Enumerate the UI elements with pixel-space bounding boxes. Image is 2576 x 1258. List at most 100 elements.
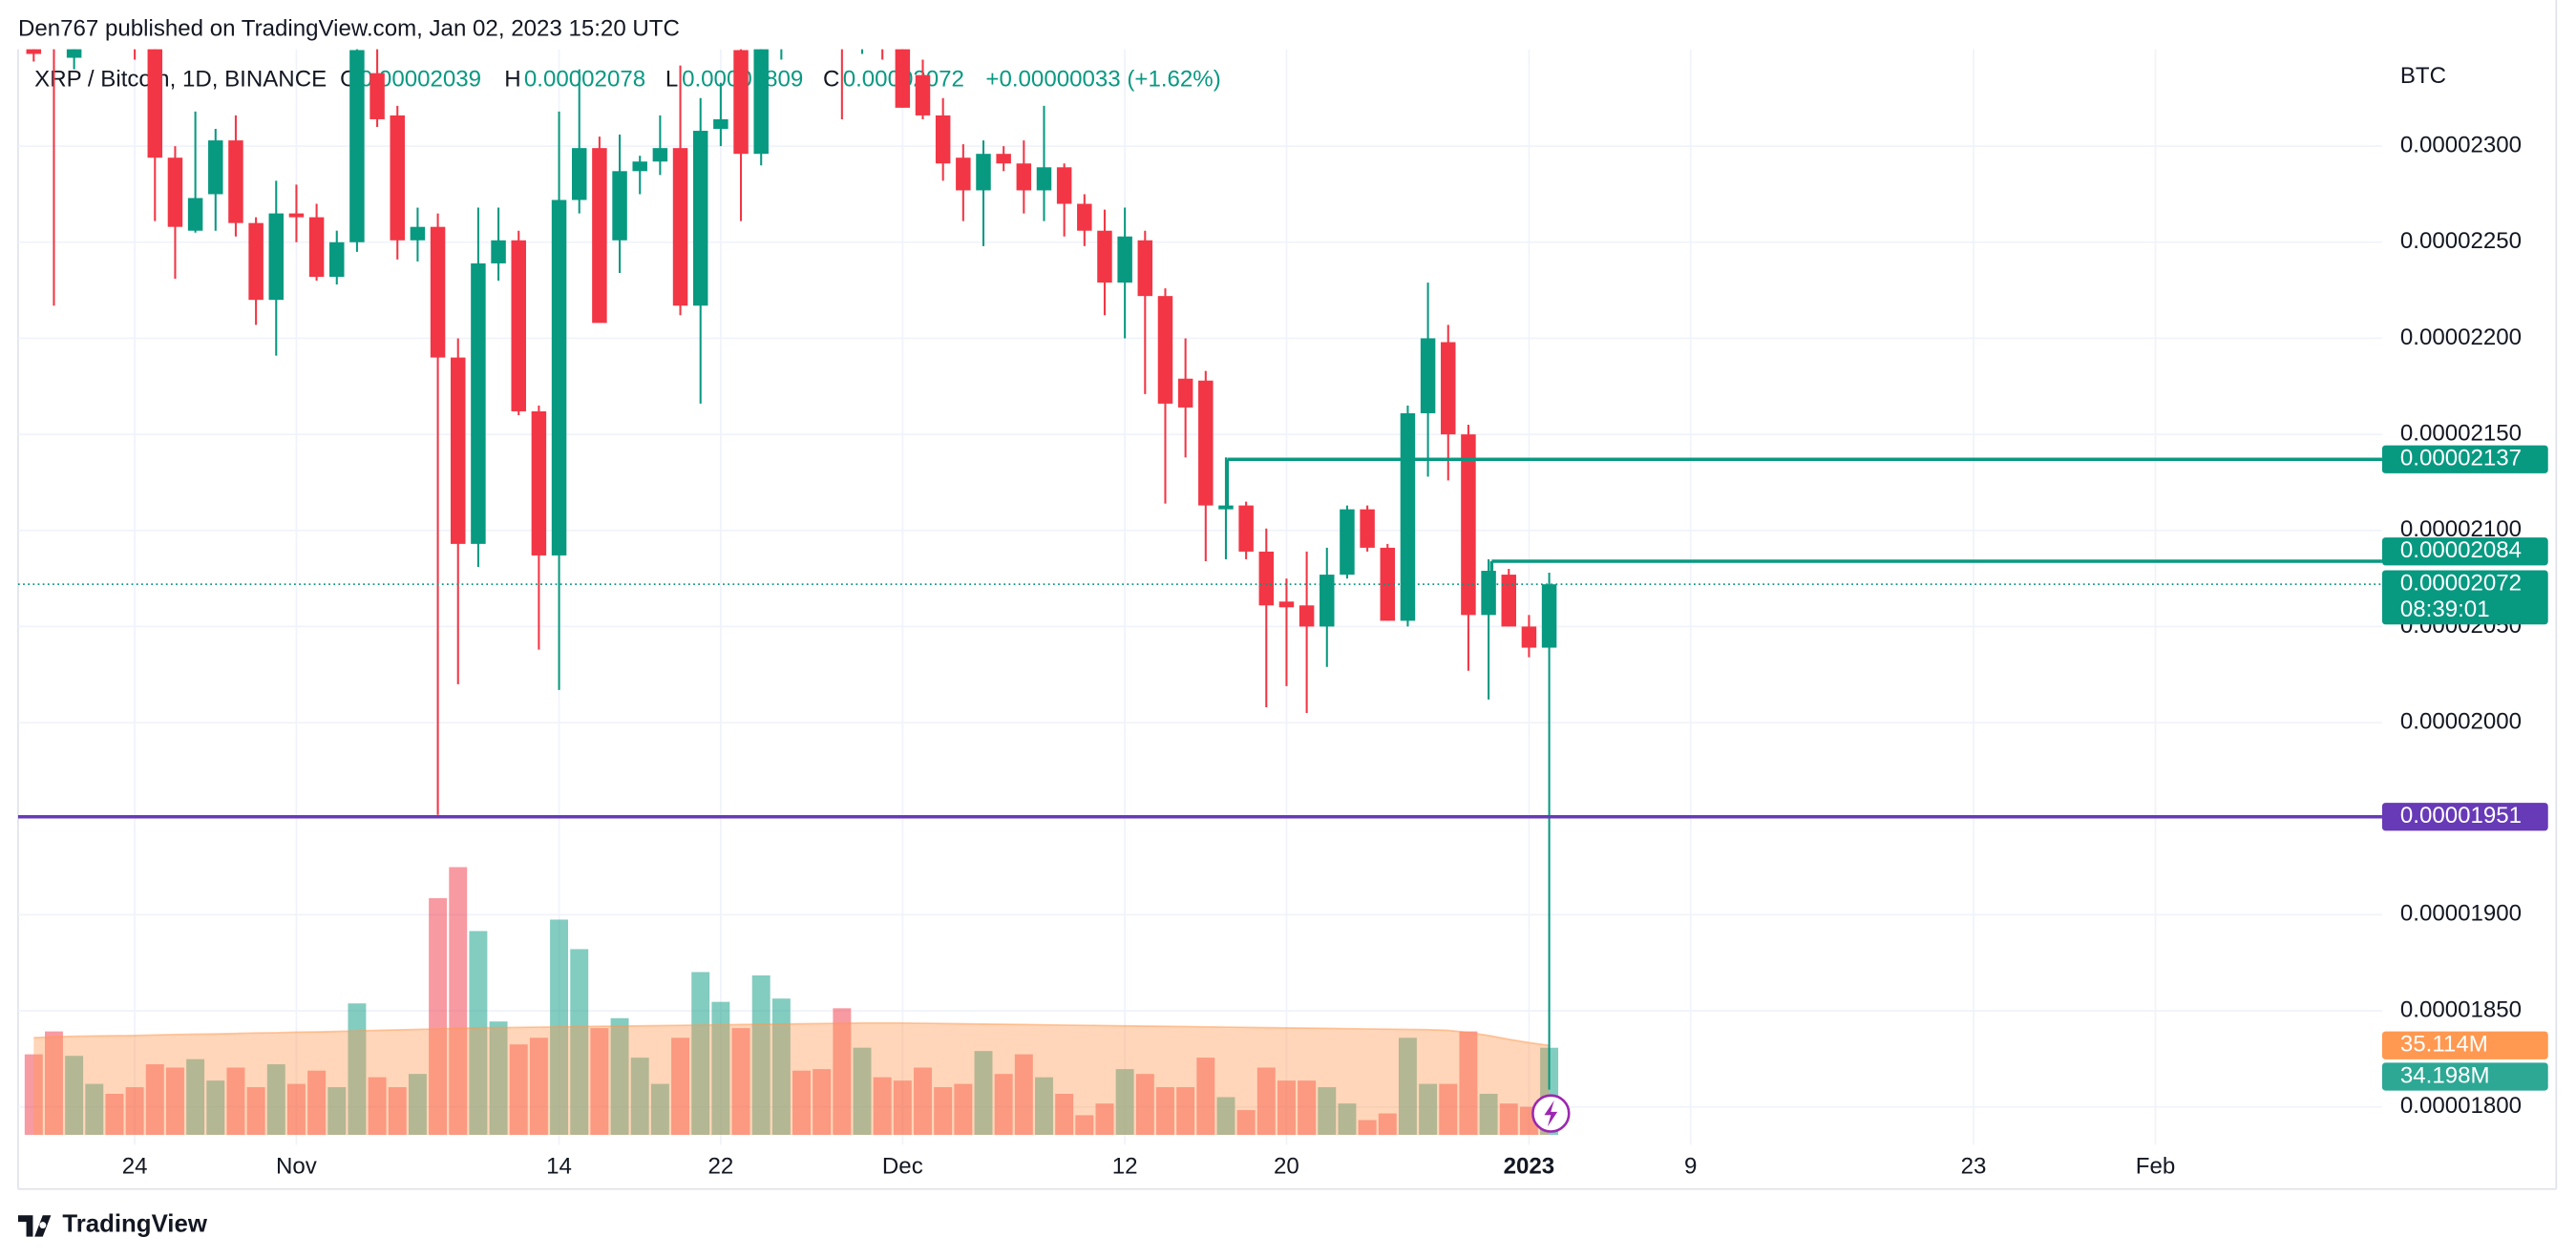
volume-bar xyxy=(165,1067,184,1135)
volume-bar xyxy=(286,1083,306,1135)
volume-tag xyxy=(2381,1062,2548,1091)
countdown: 08:39:01 xyxy=(2400,597,2490,622)
realtime-icon xyxy=(1544,1100,1558,1127)
volume-bar xyxy=(327,1087,347,1135)
candle-body xyxy=(814,11,829,31)
candle-body xyxy=(753,49,769,155)
volume-bar xyxy=(489,1021,508,1135)
volume-bar xyxy=(650,1083,669,1135)
volume-bar xyxy=(509,1044,528,1135)
volume-bar xyxy=(590,1028,609,1135)
volume-bar xyxy=(449,867,468,1135)
volume-bar xyxy=(368,1077,387,1135)
candle-body xyxy=(915,74,931,115)
volume-ma-area xyxy=(33,1022,1550,1135)
y-tick-label: 0.00002250 xyxy=(2400,228,2522,254)
candle-body xyxy=(1036,167,1052,191)
y-tick-label: 0.00002300 xyxy=(2400,132,2522,157)
volume-bar xyxy=(429,898,448,1135)
ohlc-value: 0.00002078 xyxy=(524,67,645,93)
y-tick-label: 0.00001800 xyxy=(2400,1093,2522,1119)
volume-bar xyxy=(226,1067,245,1135)
volume-bar xyxy=(771,998,791,1135)
candle-body xyxy=(228,140,243,223)
y-tick-label: 0.00001850 xyxy=(2400,996,2522,1022)
y-tick-label: 0.00002000 xyxy=(2400,708,2522,734)
level-tag xyxy=(2381,445,2548,473)
candle-body xyxy=(308,217,325,278)
x-tick-label: 2023 xyxy=(1504,1154,1555,1180)
candle-body xyxy=(855,11,869,40)
volume-bar xyxy=(1035,1077,1053,1135)
y-tick-label: 0.00002200 xyxy=(2400,325,2522,350)
candle-body xyxy=(692,131,708,306)
candle-body xyxy=(370,73,385,119)
volume-bar xyxy=(1378,1113,1397,1135)
x-tick-label: 22 xyxy=(707,1154,733,1180)
volume-bar xyxy=(1419,1083,1438,1135)
y-tick-label: 0.00002150 xyxy=(2400,420,2522,446)
candle-body xyxy=(187,198,203,231)
volume-ma-label: 35.114M xyxy=(2400,1032,2488,1058)
volume-bar xyxy=(1196,1058,1215,1135)
volume-bar xyxy=(145,1064,164,1135)
volume-bar xyxy=(529,1038,548,1135)
candle-body xyxy=(1320,575,1335,627)
candle-body xyxy=(551,199,567,556)
candle-body xyxy=(1278,601,1295,608)
candle-body xyxy=(592,148,607,324)
level-tag xyxy=(2381,537,2548,566)
candle-body xyxy=(390,115,405,241)
volume-ma-line xyxy=(33,1021,1550,1047)
level-label: 0.00001951 xyxy=(2400,803,2522,828)
candle-body xyxy=(1400,412,1416,621)
ohlc-key: C xyxy=(823,67,839,93)
x-tick-label: Dec xyxy=(882,1154,923,1180)
candle-body xyxy=(1481,571,1496,616)
candle-body xyxy=(1117,236,1132,283)
candle-body xyxy=(713,118,728,130)
candle-body xyxy=(672,148,688,306)
symbol-title: XRP / Bitcoin, 1D, BINANCE xyxy=(34,67,327,93)
volume-bar xyxy=(813,1069,832,1135)
candle-body xyxy=(632,161,647,172)
volume-bar xyxy=(1095,1103,1114,1135)
candle-body xyxy=(410,226,426,241)
volume-bar xyxy=(751,975,771,1135)
candle-body xyxy=(794,0,809,11)
candle-body xyxy=(147,49,163,158)
candle-body xyxy=(935,115,951,164)
logo-mark xyxy=(17,1215,52,1237)
volume-bar xyxy=(1216,1097,1235,1135)
volume-bar xyxy=(994,1074,1013,1135)
candle-body xyxy=(87,0,101,11)
grid xyxy=(17,49,2382,1145)
volume-bar xyxy=(1338,1103,1357,1135)
volume-bar xyxy=(934,1087,953,1135)
candle-body xyxy=(1137,240,1153,297)
candle-body xyxy=(1299,605,1315,627)
volume-bar xyxy=(469,931,488,1135)
candle-body xyxy=(1097,230,1112,283)
candle-body xyxy=(1501,575,1516,627)
candle-body xyxy=(1521,626,1537,648)
volume-bar xyxy=(24,1054,43,1135)
candle-body xyxy=(1461,434,1476,616)
volume-bar xyxy=(570,949,589,1135)
candle-body xyxy=(774,0,789,31)
volume-bar xyxy=(206,1080,225,1135)
candle-body xyxy=(66,49,82,58)
volume-bar xyxy=(731,1028,750,1135)
candle-body xyxy=(1380,547,1396,621)
candle-body xyxy=(1541,584,1557,648)
candle-body xyxy=(1016,163,1032,191)
x-tick-label: Feb xyxy=(2136,1154,2176,1180)
volume-bar xyxy=(1298,1080,1317,1135)
volume-bar xyxy=(1014,1054,1033,1135)
level-label: 0.00002084 xyxy=(2400,537,2522,563)
volume-bar xyxy=(45,1031,63,1135)
candle-body xyxy=(1420,338,1436,413)
volume-bar xyxy=(408,1074,427,1135)
volume-bar xyxy=(671,1038,690,1135)
volume-bar xyxy=(266,1064,285,1135)
